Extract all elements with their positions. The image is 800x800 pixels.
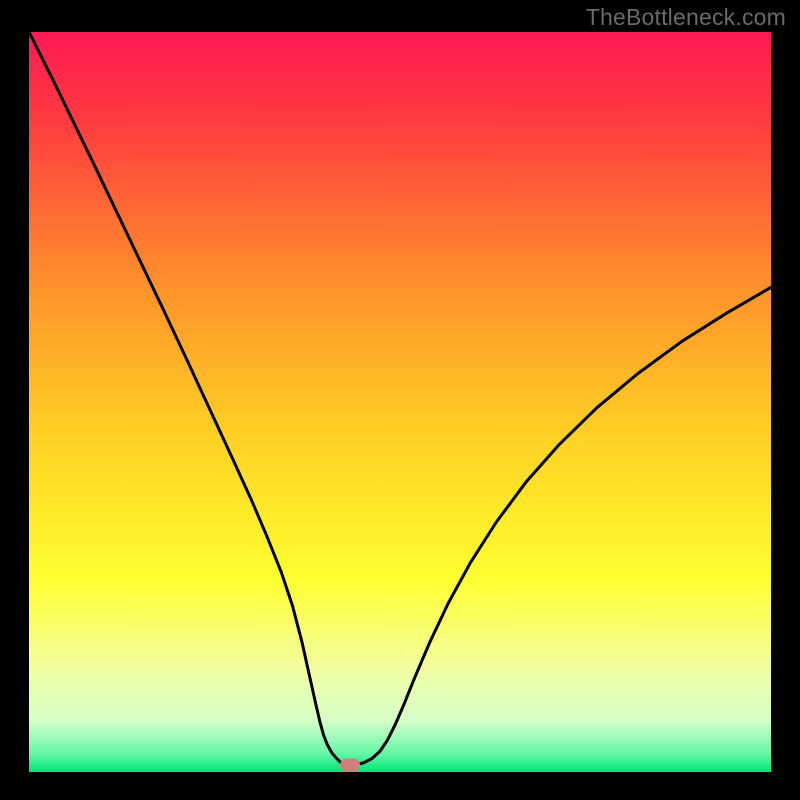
watermark-text: TheBottleneck.com: [586, 4, 786, 31]
gradient-background: [29, 32, 771, 772]
chart-frame: TheBottleneck.com: [0, 0, 800, 800]
plot-svg: [29, 32, 771, 772]
plot-area: [29, 32, 771, 772]
optimum-marker: [340, 758, 360, 771]
